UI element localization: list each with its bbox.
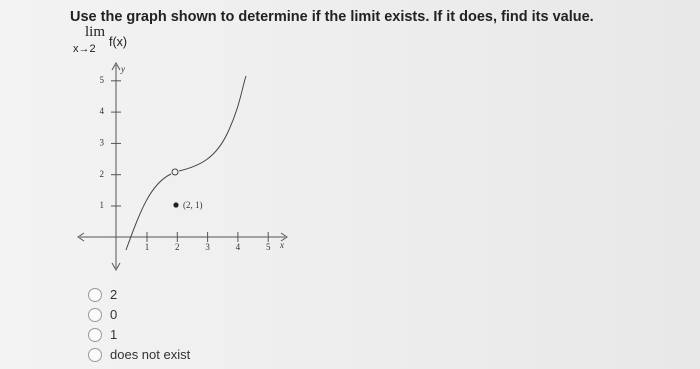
option-label: 2 bbox=[110, 287, 118, 302]
option-label: does not exist bbox=[110, 347, 191, 362]
y-tick-label: 1 bbox=[100, 200, 105, 210]
curve bbox=[178, 75, 247, 172]
radio-button[interactable] bbox=[88, 287, 102, 302]
y-tick-label: 2 bbox=[100, 169, 105, 179]
question: Use the graph shown to determine if the … bbox=[70, 9, 594, 25]
radio-button[interactable] bbox=[88, 307, 102, 322]
y-tick-label: 3 bbox=[100, 137, 105, 147]
x-tick-label: 4 bbox=[236, 242, 241, 252]
y-axis-label: y bbox=[120, 64, 125, 74]
option-label: 0 bbox=[110, 307, 118, 322]
x-axis-label: x bbox=[279, 240, 284, 250]
limit-operator: lim bbox=[85, 24, 106, 40]
x-tick-label: 3 bbox=[205, 242, 210, 252]
x-tick-label: 1 bbox=[145, 242, 150, 252]
x-tick-label: 2 bbox=[175, 242, 180, 252]
limit-function: f(x) bbox=[109, 35, 128, 49]
y-tick-label: 5 bbox=[100, 75, 105, 85]
option[interactable]: 1 bbox=[88, 327, 117, 342]
open-point bbox=[171, 168, 179, 176]
closed-point bbox=[173, 202, 179, 208]
option[interactable]: 2 bbox=[88, 287, 117, 302]
axes bbox=[77, 61, 288, 272]
point-label: (2, 1) bbox=[183, 200, 203, 210]
radio-button[interactable] bbox=[88, 347, 102, 362]
x-tick-label: 5 bbox=[266, 242, 271, 252]
curve bbox=[125, 173, 172, 251]
y-tick-label: 4 bbox=[100, 106, 105, 116]
option[interactable]: 0 bbox=[88, 307, 117, 322]
limit-approach: x→2 bbox=[73, 43, 96, 55]
option[interactable]: does not exist bbox=[88, 347, 190, 362]
ticks bbox=[111, 80, 269, 242]
radio-button[interactable] bbox=[88, 327, 102, 342]
option-label: 1 bbox=[110, 327, 118, 342]
